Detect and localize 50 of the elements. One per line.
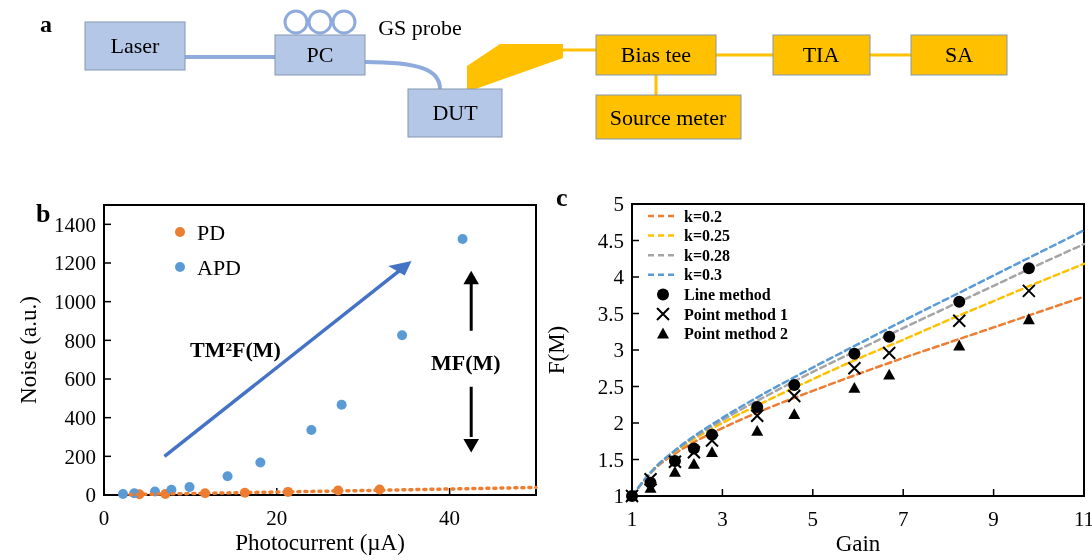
legend-label: k=0.3 bbox=[684, 266, 723, 284]
y-tick-label: 800 bbox=[64, 328, 96, 353]
x-tick-label: 11 bbox=[1073, 507, 1092, 531]
chart-title: c bbox=[556, 183, 568, 212]
text: GS probe bbox=[378, 15, 462, 40]
text: PC bbox=[306, 42, 334, 67]
y-tick-label: 3 bbox=[613, 338, 624, 363]
y-tick-label: 1400 bbox=[54, 212, 96, 237]
annotation: TM²F(M) bbox=[190, 337, 281, 362]
legend-label: k=0.28 bbox=[684, 246, 731, 264]
x-tick-label: 7 bbox=[897, 507, 909, 531]
text: DUT bbox=[432, 100, 479, 125]
y-axis-title: F(M) bbox=[544, 325, 569, 375]
y-tick-label: 3.5 bbox=[597, 301, 624, 326]
y-tick-label: 1 bbox=[613, 484, 624, 509]
text: Bias tee bbox=[620, 42, 692, 67]
legend-label: k=0.25 bbox=[684, 227, 731, 245]
y-tick-label: 0 bbox=[85, 483, 96, 508]
x-tick-label: 40 bbox=[439, 506, 461, 530]
annotation: MF(M) bbox=[431, 350, 501, 375]
y-tick-label: 4.5 bbox=[597, 228, 624, 253]
text: Laser bbox=[110, 33, 161, 58]
y-tick-label: 200 bbox=[64, 444, 96, 469]
x-tick-label: 20 bbox=[266, 506, 288, 530]
y-tick-label: 400 bbox=[64, 406, 96, 431]
x-axis-title: Photocurrent (µA) bbox=[235, 530, 405, 555]
legend-label: k=0.2 bbox=[684, 207, 723, 225]
x-tick-label: 5 bbox=[807, 507, 819, 531]
y-tick-label: 2 bbox=[613, 411, 624, 436]
text: a bbox=[40, 11, 52, 37]
text: TIA bbox=[802, 42, 840, 67]
legend-label: Point method 2 bbox=[684, 325, 788, 343]
text: SA bbox=[944, 42, 974, 67]
y-tick-label: 600 bbox=[64, 367, 96, 392]
legend-label: PD bbox=[197, 219, 226, 245]
y-tick-label: 5 bbox=[613, 192, 624, 217]
x-axis-title: Gain bbox=[835, 531, 881, 556]
legend-label: APD bbox=[197, 254, 242, 280]
y-tick-label: 2.5 bbox=[597, 374, 624, 399]
y-tick-label: 1200 bbox=[54, 251, 96, 276]
y-axis-title: Noise (a.u.) bbox=[16, 296, 41, 404]
x-tick-label: 3 bbox=[717, 507, 728, 531]
chart-title: b bbox=[36, 199, 51, 228]
x-tick-label: 9 bbox=[988, 507, 999, 531]
y-tick-label: 4 bbox=[613, 265, 625, 290]
y-tick-label: 1000 bbox=[54, 290, 96, 315]
y-tick-label: 1.5 bbox=[597, 447, 624, 472]
legend-label: Line method bbox=[684, 286, 771, 303]
legend-label: Point method 1 bbox=[684, 305, 788, 323]
source-note: Source meter bbox=[609, 105, 728, 130]
